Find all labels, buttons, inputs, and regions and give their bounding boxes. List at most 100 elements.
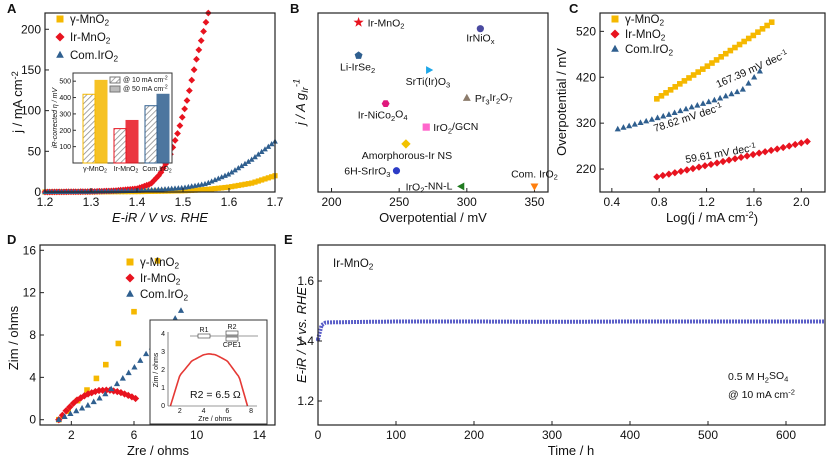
data-point bbox=[683, 166, 691, 174]
data-point bbox=[245, 181, 251, 187]
legend-label: Com.IrO2​ bbox=[140, 289, 188, 302]
data-point bbox=[84, 387, 90, 393]
circuit-cpe bbox=[225, 336, 239, 342]
x-tick-label: 1.4 bbox=[129, 195, 146, 209]
point-label: 6H-SrIrO3​ bbox=[344, 166, 390, 179]
data-point bbox=[242, 160, 248, 166]
data-point bbox=[124, 391, 132, 400]
data-point bbox=[709, 60, 715, 66]
data-point bbox=[743, 152, 751, 160]
data-point bbox=[190, 66, 198, 74]
data-point bbox=[102, 390, 109, 397]
data-point bbox=[725, 156, 733, 164]
data-point bbox=[252, 179, 258, 185]
data-point bbox=[704, 63, 711, 69]
inset-legend-swatch bbox=[109, 85, 121, 93]
data-point bbox=[741, 38, 747, 45]
data-point bbox=[682, 105, 690, 112]
data-point bbox=[719, 157, 727, 166]
legend-label: Ir-MnO2​ bbox=[70, 32, 111, 45]
circuit-label: R2 bbox=[228, 324, 237, 331]
legend-marker bbox=[610, 29, 620, 39]
data-point bbox=[185, 87, 193, 94]
data-point bbox=[202, 18, 210, 26]
inset-y-tick-label: 400 bbox=[59, 95, 71, 102]
data-point bbox=[694, 102, 701, 108]
data-point bbox=[200, 28, 207, 35]
data-point bbox=[426, 66, 434, 75]
point-label: Ir-NiCo2​O4​ bbox=[358, 109, 408, 123]
data-point bbox=[193, 55, 200, 63]
data-point bbox=[381, 100, 390, 108]
x-axis-title: Overpotential / mV bbox=[379, 210, 487, 225]
data-point bbox=[665, 170, 673, 178]
data-point bbox=[745, 79, 752, 86]
y-tick-label: 150 bbox=[21, 63, 41, 77]
data-point bbox=[179, 188, 185, 194]
data-point bbox=[756, 67, 763, 74]
sample-label: Ir-MnO2​ bbox=[333, 258, 374, 271]
x-axis-title: E-iR / V vs. RHE bbox=[112, 210, 208, 225]
data-point bbox=[759, 26, 766, 32]
data-point bbox=[797, 139, 805, 147]
panel-label: E bbox=[284, 232, 293, 247]
data-point bbox=[131, 308, 137, 315]
y-tick-label: 0 bbox=[29, 413, 36, 427]
x-tick-label: 1.3 bbox=[83, 195, 100, 209]
inset-legend-label: @ 10 mA cm-2​ bbox=[123, 76, 168, 84]
inset-category-label: Ir-MnO2​ bbox=[114, 166, 139, 175]
data-point bbox=[660, 112, 667, 119]
data-point bbox=[654, 96, 660, 102]
data-point bbox=[172, 188, 178, 194]
data-point bbox=[93, 375, 100, 382]
data-point bbox=[202, 187, 208, 193]
data-point bbox=[767, 146, 775, 155]
data-point bbox=[252, 153, 258, 160]
data-point bbox=[530, 183, 539, 191]
inset-annotation: R2 = 6.5 Ω bbox=[190, 389, 241, 401]
data-point bbox=[199, 187, 205, 193]
data-point bbox=[239, 182, 245, 188]
inset-bar bbox=[82, 93, 96, 164]
panel-label: D bbox=[7, 232, 16, 247]
x-tick-label: 1.6 bbox=[221, 195, 238, 209]
data-point bbox=[637, 119, 644, 126]
data-point bbox=[125, 369, 132, 376]
data-point bbox=[235, 165, 242, 171]
legend-marker bbox=[125, 273, 135, 283]
circuit-label: R1 bbox=[200, 327, 209, 334]
data-point bbox=[671, 109, 678, 116]
point-label: IrO2​-NN-L bbox=[406, 181, 453, 195]
panel-b: B 200 250 300 350 Overpotential / mV j / A gIr… bbox=[290, 1, 558, 225]
data-point bbox=[238, 162, 245, 169]
data-point bbox=[665, 111, 673, 117]
data-point bbox=[169, 188, 175, 194]
data-point bbox=[643, 117, 650, 124]
inset-x-tick-label: 4 bbox=[202, 408, 206, 415]
data-point bbox=[739, 85, 746, 92]
inset-bar bbox=[125, 119, 139, 164]
legend-marker bbox=[55, 32, 65, 42]
legend-label: γ-MnO2​ bbox=[70, 14, 110, 27]
data-point bbox=[422, 123, 430, 131]
y-tick-label: 320 bbox=[576, 116, 596, 130]
data-point bbox=[183, 97, 191, 104]
inset-y-tick-label: 0 bbox=[161, 403, 165, 410]
data-point bbox=[353, 16, 364, 27]
data-point bbox=[58, 411, 67, 419]
data-point bbox=[392, 167, 401, 175]
y-tick-label: 4 bbox=[29, 370, 36, 384]
data-point bbox=[195, 187, 201, 193]
data-point bbox=[677, 167, 685, 175]
legend-marker bbox=[126, 289, 134, 297]
legend-marker bbox=[611, 44, 619, 52]
data-point bbox=[265, 175, 271, 181]
data-point bbox=[653, 173, 661, 181]
legend-label: Ir-MnO2​ bbox=[625, 29, 666, 42]
x-tick-label: 200 bbox=[322, 195, 342, 209]
data-point bbox=[137, 357, 144, 363]
data-point bbox=[219, 185, 225, 191]
x-tick-label: 250 bbox=[389, 195, 409, 209]
data-point bbox=[626, 122, 633, 129]
